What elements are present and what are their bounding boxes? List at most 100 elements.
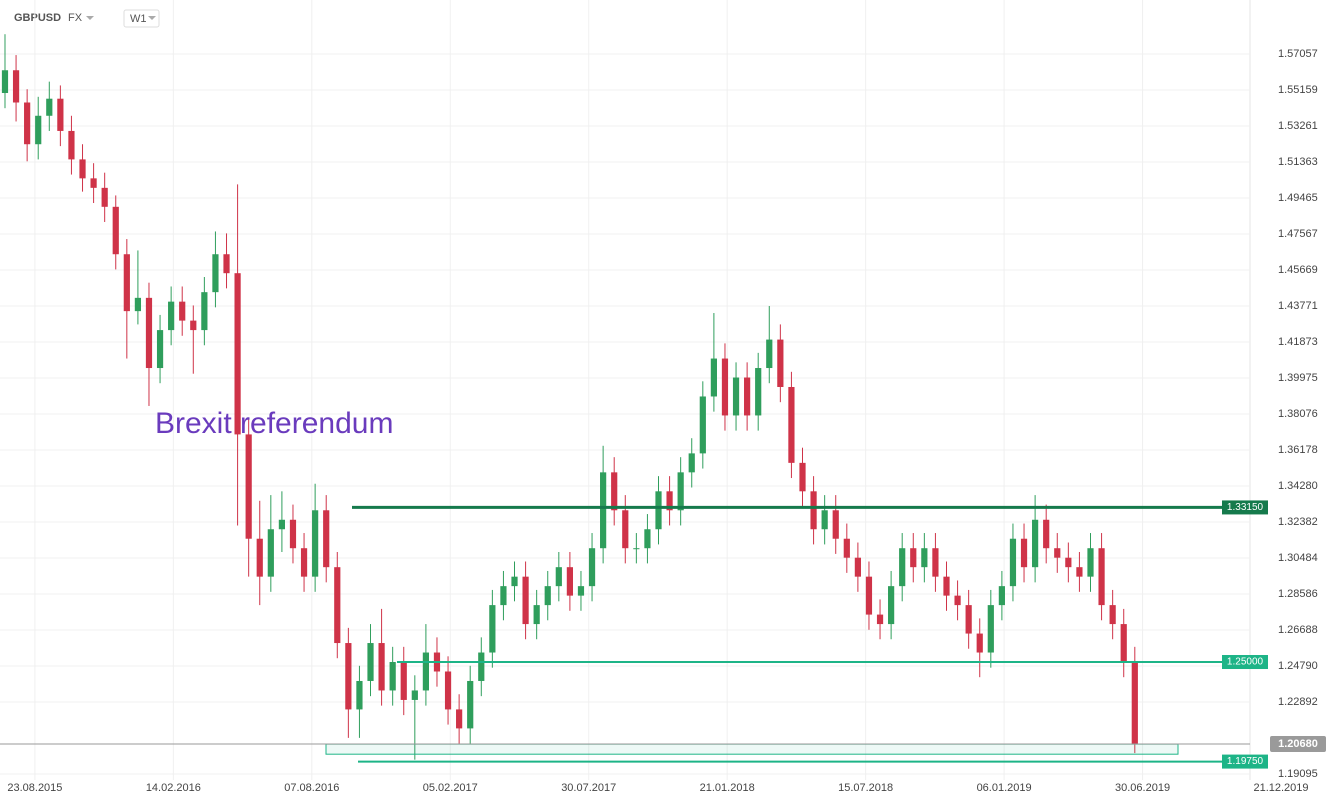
y-tick-label: 1.32382: [1278, 516, 1318, 528]
candle-body: [943, 576, 950, 596]
level-box: [1222, 500, 1268, 515]
candle-body: [378, 643, 385, 691]
candle-body: [577, 586, 585, 596]
candle-body: [777, 339, 784, 387]
annotation: Brexit referendum: [155, 407, 393, 440]
candle-body: [234, 273, 241, 435]
candle-body: [832, 510, 839, 539]
candle-body: [145, 297, 153, 369]
x-tick-label: 21.12.2019: [1253, 782, 1308, 794]
candle-body: [810, 491, 817, 530]
candle-body: [843, 538, 850, 558]
last-price-box: [1270, 735, 1326, 752]
y-tick-label: 1.51363: [1278, 156, 1318, 168]
y-tick-label: 1.57057: [1278, 48, 1318, 60]
candle-body: [998, 586, 1005, 606]
candle-body: [544, 586, 551, 606]
y-tick-label: 1.47567: [1278, 228, 1318, 240]
candle-body: [1109, 605, 1116, 625]
candle-body: [112, 206, 119, 255]
candle-body: [1098, 548, 1105, 606]
candle-body: [190, 320, 197, 331]
candle-body: [555, 567, 562, 587]
timeframe-box[interactable]: [123, 9, 160, 28]
y-tick-label: 1.53261: [1278, 120, 1318, 132]
y-tick-label: 1.43771: [1278, 300, 1318, 312]
y-tick-label: 1.19095: [1278, 768, 1318, 780]
candle-body: [876, 614, 884, 625]
candle-body: [212, 254, 219, 293]
candle-body: [90, 178, 97, 188]
x-tick-label: 05.02.2017: [423, 782, 478, 794]
x-tick-label: 23.08.2015: [7, 782, 62, 794]
candle-body: [611, 472, 618, 511]
y-tick-label: 1.45669: [1278, 264, 1318, 276]
candle-body: [511, 576, 518, 587]
candle-body: [688, 453, 695, 473]
candle-body: [566, 567, 573, 596]
x-tick-label: 07.08.2016: [284, 782, 339, 794]
candle-body: [256, 538, 263, 577]
candle-body: [1131, 662, 1138, 744]
candle-body: [68, 130, 75, 160]
y-tick-label: 1.38076: [1278, 408, 1318, 420]
candle-body: [24, 102, 31, 145]
y-tick-label: 1.24790: [1278, 660, 1318, 672]
candle-body: [123, 254, 130, 312]
candle-body: [500, 586, 507, 606]
candle-body: [367, 643, 374, 681]
candle-body: [223, 254, 230, 274]
symbol[interactable]: GBPUSD: [14, 12, 61, 24]
level-box: [1222, 655, 1268, 670]
candle-body: [1087, 548, 1094, 577]
candle-body: [345, 643, 352, 710]
candle-body: [799, 462, 806, 492]
candle-body: [35, 115, 42, 145]
candle-body: [389, 662, 396, 691]
zone: [325, 743, 1179, 755]
candle-body: [622, 510, 629, 549]
y-tick-label: 1.26688: [1278, 624, 1318, 636]
candle-body: [1020, 538, 1028, 568]
last-price-label: 1.20680: [1278, 738, 1318, 750]
candle-body: [1076, 567, 1083, 577]
level-box: [1222, 754, 1268, 769]
y-tick-label: 1.49465: [1278, 192, 1318, 204]
dropdown-arrow[interactable]: [86, 16, 94, 20]
y-tick-label: 1.39975: [1278, 372, 1318, 384]
plot: 1.19095 1.22892 1.24790 1.26688 1.28586 1.304…: [0, 0, 1326, 794]
timeframe[interactable]: W1: [130, 13, 147, 25]
level-label: 1.25000: [1227, 657, 1264, 668]
candle-body: [12, 70, 20, 103]
candle-body: [312, 510, 319, 577]
candle-body: [633, 548, 640, 550]
candle-body: [356, 680, 363, 710]
candle-body: [721, 358, 729, 416]
x-tick-label: 21.01.2018: [700, 782, 755, 794]
candle-body: [588, 548, 596, 587]
x-tick-label: 06.01.2019: [977, 782, 1032, 794]
candle-body: [899, 548, 906, 587]
level-label: 1.33150: [1227, 502, 1264, 513]
candle-body: [79, 159, 86, 179]
candle-body: [156, 330, 164, 369]
candle-body: [732, 377, 740, 416]
candle-body: [289, 519, 297, 549]
candle-body: [976, 633, 983, 653]
dropdown-arrow[interactable]: [148, 16, 156, 20]
y-tick-label: 1.22892: [1278, 696, 1318, 708]
x-tick-label: 14.02.2016: [146, 782, 201, 794]
candle-body: [677, 472, 684, 511]
candle-body: [987, 605, 994, 653]
candle-body: [788, 386, 795, 463]
candle-body: [865, 576, 873, 615]
candle-body: [699, 396, 706, 454]
candle-body: [755, 368, 762, 416]
candle-body: [1, 70, 9, 94]
market[interactable]: FX: [68, 12, 83, 24]
y-tick-label: 1.30484: [1278, 552, 1318, 564]
candle-body: [1120, 624, 1127, 663]
candle-body: [334, 567, 341, 644]
